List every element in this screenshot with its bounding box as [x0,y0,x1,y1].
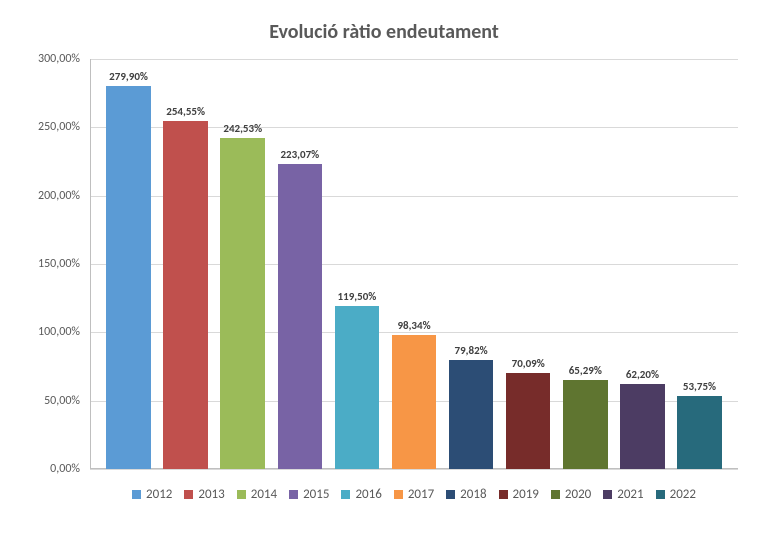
bar-2016: 119,50% [335,306,380,469]
bar-slot: 53,75% [671,59,728,469]
legend-label: 2013 [198,487,224,502]
legend: 2012 2013 2014 2015 2016 2017 2018 2019 2020 2021… [90,487,738,502]
bar-2019: 70,09% [506,373,551,469]
legend-item-2016: 2016 [341,487,381,502]
bar-slot: 79,82% [443,59,500,469]
legend-swatch [132,490,141,499]
bar-2017: 98,34% [392,335,437,469]
bar-2021: 62,20% [620,384,665,469]
legend-label: 2022 [670,487,696,502]
legend-item-2015: 2015 [289,487,329,502]
bar-slot: 62,20% [614,59,671,469]
legend-swatch [499,490,508,499]
bar-label: 254,55% [166,105,205,118]
bar-label: 62,20% [626,368,659,381]
bars-region: 279,90% 254,55% 242,53% 223,07% 119,50% 98,34… [90,59,738,469]
legend-swatch [656,490,665,499]
bar-2022: 53,75% [677,396,722,469]
bar-label: 79,82% [455,344,488,357]
legend-item-2021: 2021 [603,487,643,502]
legend-label: 2021 [617,487,643,502]
legend-item-2020: 2020 [551,487,591,502]
bar-slot: 279,90% [100,59,157,469]
y-tick-label: 300,00% [20,52,80,66]
chart-title: Evolució ràtio endeutament [20,20,748,44]
bar-slot: 70,09% [500,59,557,469]
legend-label: 2012 [146,487,172,502]
bar-2018: 79,82% [449,360,494,469]
legend-item-2022: 2022 [656,487,696,502]
y-tick-label: 250,00% [20,120,80,134]
bar-label: 223,07% [280,148,319,161]
legend-label: 2018 [460,487,486,502]
bar-label: 279,90% [109,70,148,83]
legend-label: 2016 [355,487,381,502]
bar-label: 70,09% [512,357,545,370]
legend-label: 2014 [251,487,277,502]
bar-label: 53,75% [683,380,716,393]
legend-item-2019: 2019 [499,487,539,502]
plot-area: 0,00%50,00%100,00%150,00%200,00%250,00%3… [90,59,738,469]
legend-swatch [394,490,403,499]
legend-label: 2020 [565,487,591,502]
y-tick-label: 100,00% [20,325,80,339]
bar-label: 242,53% [223,122,262,135]
legend-item-2017: 2017 [394,487,434,502]
legend-swatch [446,490,455,499]
y-tick-label: 0,00% [20,462,80,476]
y-tick-label: 50,00% [20,394,80,408]
legend-label: 2015 [303,487,329,502]
chart-container: Evolució ràtio endeutament 0,00%50,00%10… [0,0,768,558]
bar-2013: 254,55% [163,121,208,469]
bar-2015: 223,07% [278,164,323,469]
legend-label: 2017 [408,487,434,502]
y-axis: 0,00%50,00%100,00%150,00%200,00%250,00%3… [20,59,85,469]
legend-item-2014: 2014 [237,487,277,502]
bar-slot: 242,53% [214,59,271,469]
legend-swatch [603,490,612,499]
bar-label: 65,29% [569,364,602,377]
legend-swatch [289,490,298,499]
legend-swatch [237,490,246,499]
legend-label: 2019 [513,487,539,502]
legend-item-2012: 2012 [132,487,172,502]
y-tick-label: 200,00% [20,189,80,203]
bar-slot: 65,29% [557,59,614,469]
bar-label: 98,34% [397,319,430,332]
y-tick-label: 150,00% [20,257,80,271]
legend-swatch [341,490,350,499]
bar-slot: 98,34% [385,59,442,469]
bar-2020: 65,29% [563,380,608,469]
legend-item-2013: 2013 [184,487,224,502]
bar-2014: 242,53% [220,138,265,469]
legend-swatch [551,490,560,499]
bar-slot: 223,07% [271,59,328,469]
bar-slot: 119,50% [328,59,385,469]
bar-slot: 254,55% [157,59,214,469]
grid-line [90,469,738,470]
bar-2012: 279,90% [106,86,151,469]
legend-swatch [184,490,193,499]
legend-item-2018: 2018 [446,487,486,502]
bar-label: 119,50% [338,290,377,303]
